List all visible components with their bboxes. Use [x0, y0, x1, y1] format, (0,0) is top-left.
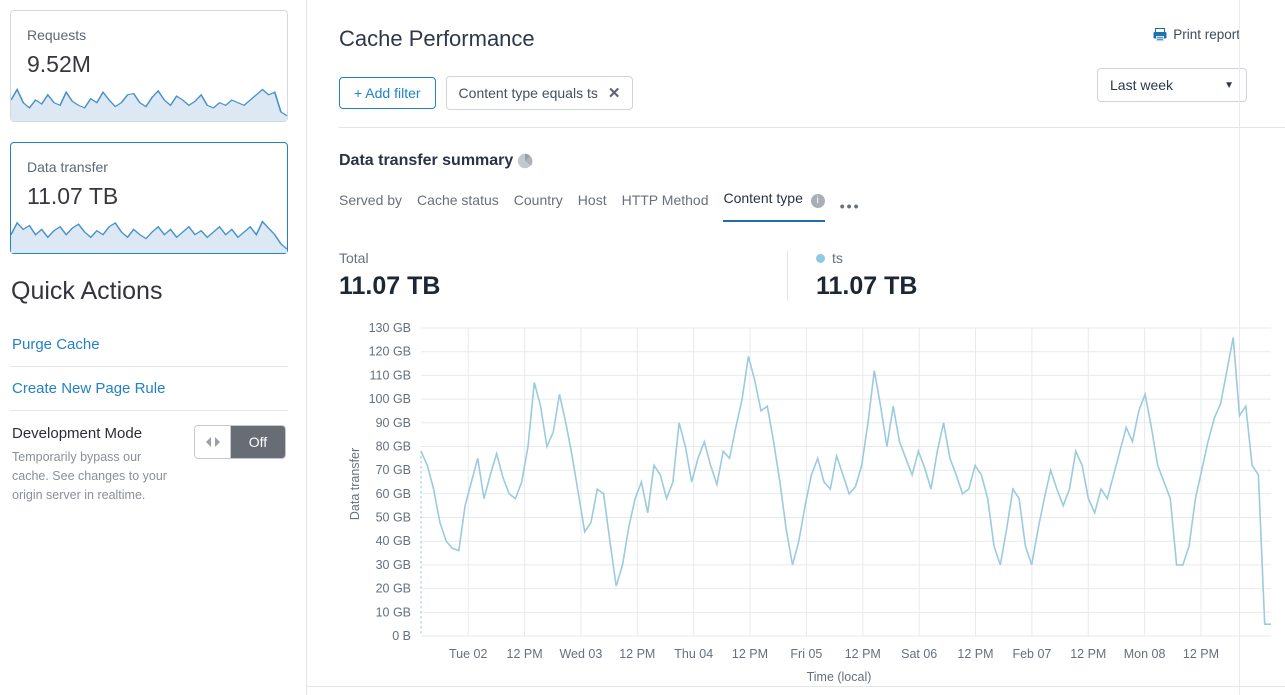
svg-text:70 GB: 70 GB: [376, 463, 411, 477]
svg-text:Thu 04: Thu 04: [674, 647, 713, 661]
svg-text:10 GB: 10 GB: [376, 605, 411, 619]
svg-text:12 PM: 12 PM: [732, 647, 768, 661]
svg-text:12 PM: 12 PM: [1070, 647, 1106, 661]
svg-text:60 GB: 60 GB: [376, 487, 411, 501]
svg-text:50 GB: 50 GB: [376, 511, 411, 525]
svg-text:110 GB: 110 GB: [370, 368, 411, 382]
svg-text:120 GB: 120 GB: [369, 345, 411, 359]
svg-text:40 GB: 40 GB: [376, 534, 411, 548]
svg-text:12 PM: 12 PM: [845, 647, 881, 661]
svg-text:Fri 05: Fri 05: [790, 647, 822, 661]
svg-text:80 GB: 80 GB: [376, 440, 411, 454]
svg-text:Time (local): Time (local): [807, 670, 872, 684]
svg-text:12 PM: 12 PM: [957, 647, 993, 661]
svg-text:Feb 07: Feb 07: [1012, 647, 1051, 661]
svg-text:20 GB: 20 GB: [376, 582, 411, 596]
svg-text:30 GB: 30 GB: [376, 558, 411, 572]
svg-text:12 PM: 12 PM: [507, 647, 543, 661]
svg-text:0 B: 0 B: [392, 629, 411, 643]
svg-text:Tue 02: Tue 02: [449, 647, 488, 661]
svg-text:Data transfer: Data transfer: [348, 448, 362, 520]
svg-text:Sat 06: Sat 06: [901, 647, 937, 661]
svg-text:Wed 03: Wed 03: [559, 647, 602, 661]
svg-text:Mon 08: Mon 08: [1124, 647, 1166, 661]
svg-text:100 GB: 100 GB: [369, 392, 411, 406]
svg-text:12 PM: 12 PM: [1183, 647, 1219, 661]
svg-text:130 GB: 130 GB: [369, 321, 411, 335]
svg-text:12 PM: 12 PM: [619, 647, 655, 661]
svg-text:90 GB: 90 GB: [376, 416, 411, 430]
